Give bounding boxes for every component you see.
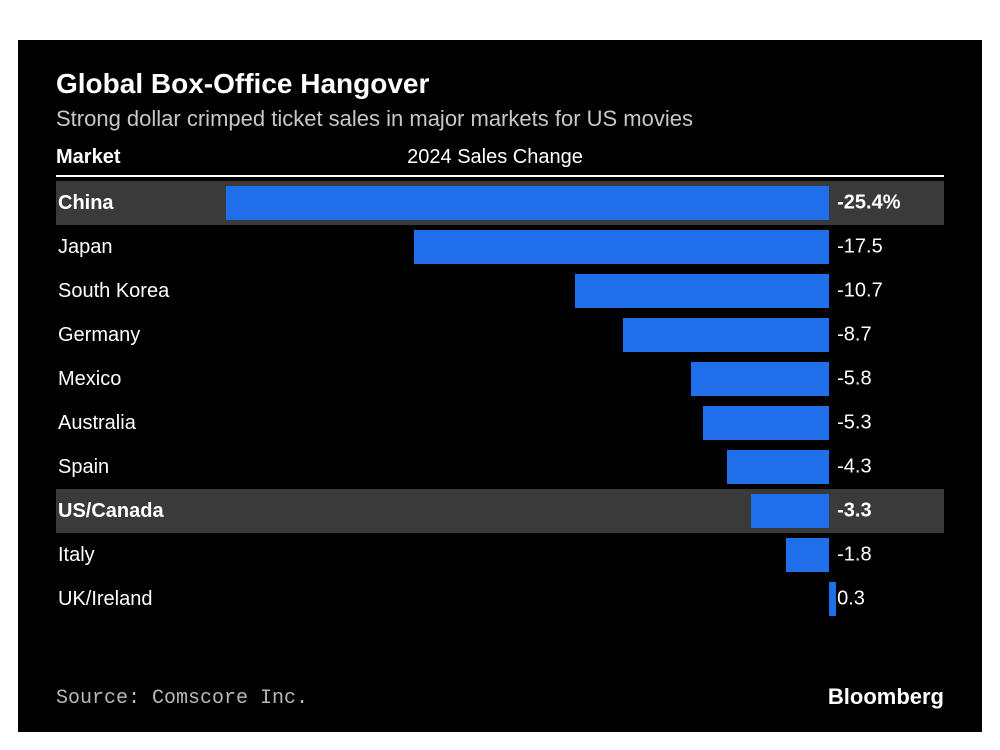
market-label: Italy bbox=[56, 544, 226, 567]
bar-area: -3.3 bbox=[226, 489, 944, 533]
bar bbox=[786, 538, 829, 572]
value-label: -10.7 bbox=[837, 280, 883, 303]
value-label: -8.7 bbox=[837, 324, 871, 347]
rows-container: China -25.4% Japan -17.5 South Korea -10.7 Ger… bbox=[56, 181, 944, 621]
chart-title: Global Box-Office Hangover bbox=[56, 68, 944, 100]
bar-area: 0.3 bbox=[226, 577, 944, 621]
table-row: Japan -17.5 bbox=[56, 225, 944, 269]
value-label: -4.3 bbox=[837, 456, 871, 479]
market-label: South Korea bbox=[56, 280, 226, 303]
table-row: Spain -4.3 bbox=[56, 445, 944, 489]
table-row: Germany -8.7 bbox=[56, 313, 944, 357]
header-change: 2024 Sales Change bbox=[226, 146, 944, 169]
table-row: Australia -5.3 bbox=[56, 401, 944, 445]
market-label: Germany bbox=[56, 324, 226, 347]
bar bbox=[703, 406, 829, 440]
value-label: 0.3 bbox=[837, 588, 865, 611]
value-label: -1.8 bbox=[837, 544, 871, 567]
market-label: US/Canada bbox=[56, 500, 226, 523]
bar-area: -5.8 bbox=[226, 357, 944, 401]
market-label: China bbox=[56, 192, 226, 215]
market-label: UK/Ireland bbox=[56, 588, 226, 611]
table-row: Italy -1.8 bbox=[56, 533, 944, 577]
value-label: -17.5 bbox=[837, 236, 883, 259]
chart-footer: Source: Comscore Inc. Bloomberg bbox=[56, 684, 944, 710]
header-row: Market 2024 Sales Change bbox=[56, 146, 944, 177]
bar-area: -5.3 bbox=[226, 401, 944, 445]
bar bbox=[727, 450, 829, 484]
market-label: Australia bbox=[56, 412, 226, 435]
value-label: -25.4% bbox=[837, 192, 900, 215]
table-row: US/Canada -3.3 bbox=[56, 489, 944, 533]
table-row: UK/Ireland 0.3 bbox=[56, 577, 944, 621]
table-row: Mexico -5.8 bbox=[56, 357, 944, 401]
bar-area: -1.8 bbox=[226, 533, 944, 577]
market-label: Japan bbox=[56, 236, 226, 259]
bar bbox=[751, 494, 829, 528]
bar-area: -8.7 bbox=[226, 313, 944, 357]
bar bbox=[575, 274, 829, 308]
value-label: -5.8 bbox=[837, 368, 871, 391]
market-label: Mexico bbox=[56, 368, 226, 391]
bar-area: -25.4% bbox=[226, 181, 944, 225]
table-row: South Korea -10.7 bbox=[56, 269, 944, 313]
bar bbox=[226, 186, 829, 220]
chart-card: Global Box-Office Hangover Strong dollar… bbox=[18, 40, 982, 732]
bar-area: -4.3 bbox=[226, 445, 944, 489]
bar bbox=[414, 230, 830, 264]
brand-text: Bloomberg bbox=[828, 684, 944, 710]
bar bbox=[829, 582, 836, 616]
chart-subtitle: Strong dollar crimped ticket sales in ma… bbox=[56, 106, 944, 132]
header-market: Market bbox=[56, 146, 226, 169]
market-label: Spain bbox=[56, 456, 226, 479]
outer-frame: Global Box-Office Hangover Strong dollar… bbox=[0, 0, 1000, 750]
value-label: -3.3 bbox=[837, 500, 871, 523]
bar bbox=[691, 362, 829, 396]
table-row: China -25.4% bbox=[56, 181, 944, 225]
bar-area: -17.5 bbox=[226, 225, 944, 269]
bar bbox=[623, 318, 830, 352]
value-label: -5.3 bbox=[837, 412, 871, 435]
source-text: Source: Comscore Inc. bbox=[56, 687, 308, 710]
bar-area: -10.7 bbox=[226, 269, 944, 313]
